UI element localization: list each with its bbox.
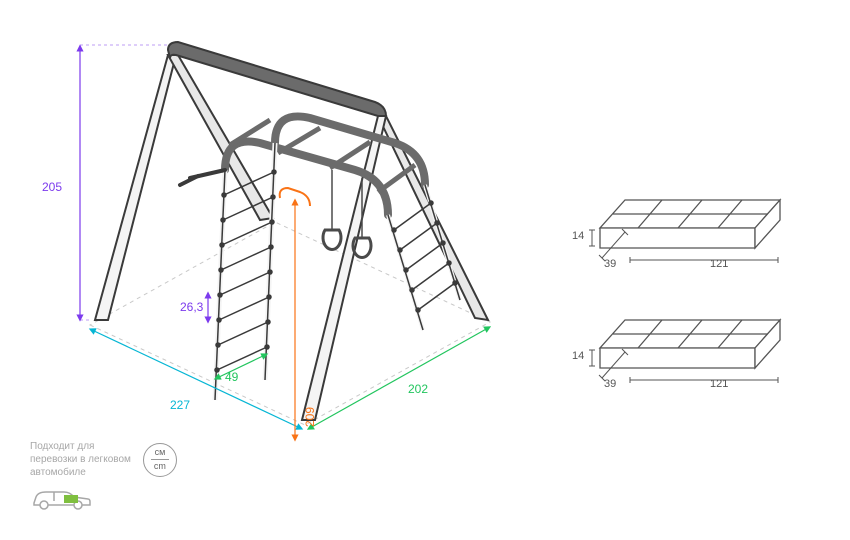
box1-w: 121 <box>710 258 728 270</box>
dim-hang-height: 209 <box>303 407 317 427</box>
unit-top: см <box>155 448 166 457</box>
dim-rung-spacing: 26,3 <box>180 300 203 314</box>
dim-rung-width: 49 <box>225 370 238 384</box>
car-icon <box>30 485 94 513</box>
unit-bottom: cm <box>154 462 166 471</box>
package-box-2 <box>580 300 820 420</box>
unit-badge: см cm <box>143 443 177 477</box>
box1-h: 14 <box>572 230 584 242</box>
package-box-1 <box>580 180 820 300</box>
info-line3: автомобиле <box>30 466 131 479</box>
info-line2: перевозки в легковом <box>30 453 131 466</box>
box2-h: 14 <box>572 350 584 362</box>
box1-d: 39 <box>604 258 616 270</box>
box2-d: 39 <box>604 378 616 390</box>
info-line1: Подходит для <box>30 440 131 453</box>
dim-height: 205 <box>42 180 62 194</box>
transport-info: Подходит для перевозки в легковом автомо… <box>30 440 177 479</box>
main-structure-diagram <box>60 20 520 450</box>
dim-depth: 202 <box>408 382 428 396</box>
box2-w: 121 <box>710 378 728 390</box>
dim-width: 227 <box>170 398 190 412</box>
